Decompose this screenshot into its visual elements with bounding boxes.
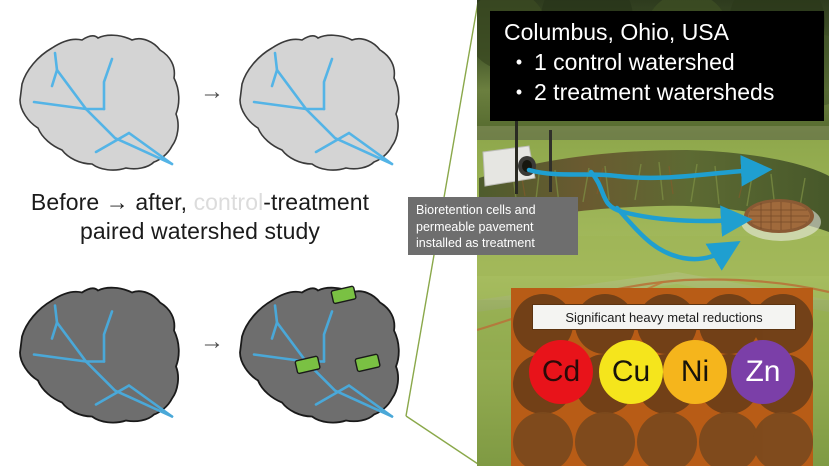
bullet-text: 2 treatment watersheds — [534, 79, 775, 105]
metal-symbol: Cd — [541, 355, 581, 388]
heavy-metal-results-panel: Significant heavy metal reductions Cd Cu… — [511, 288, 813, 466]
watershed-outline — [239, 34, 400, 171]
metal-symbol: Cu — [611, 355, 651, 388]
arrow-top: → — [200, 78, 224, 105]
watershed-outline — [19, 34, 180, 171]
metal-badge-zn: Zn — [731, 340, 795, 404]
location-info-box: Columbus, Ohio, USA • 1 control watershe… — [490, 11, 824, 121]
location-bullet-item: • 2 treatment watersheds — [504, 77, 814, 107]
metal-badge-cu: Cu — [599, 340, 663, 404]
watershed-bottom-left — [19, 286, 180, 424]
metal-symbol: Ni — [680, 355, 710, 388]
caption-line2: paired watershed study — [79, 218, 320, 244]
diagram-caption: Before → after, control-treatment paired… — [0, 188, 400, 246]
metal-badge-ni: Ni — [663, 340, 727, 404]
location-title: Columbus, Ohio, USA — [504, 19, 729, 45]
caption-before: Before → after, — [30, 189, 194, 215]
flow-arrow-3 — [614, 205, 741, 271]
watershed-outline — [19, 286, 180, 424]
treatment-cell — [330, 285, 357, 305]
bullet-text: 1 control watershed — [534, 49, 735, 75]
treatment-cell — [294, 355, 321, 375]
callout-line: installed as treatment — [416, 236, 535, 250]
watershed-top-right — [239, 34, 400, 171]
stream-network — [32, 304, 174, 418]
bullet-icon: • — [515, 82, 523, 102]
stream-network — [252, 51, 394, 166]
location-bullet-item: • 1 control watershed — [504, 47, 814, 77]
flow-arrows — [526, 155, 773, 271]
stream-network — [32, 51, 174, 166]
arrow-bottom: → — [200, 328, 224, 355]
flow-arrow-1 — [526, 155, 773, 187]
metal-badge-cd: Cd — [529, 340, 593, 404]
callout-line: Bioretention cells and — [416, 203, 536, 217]
zoom-line-lower — [405, 415, 479, 465]
watershed-outline — [239, 286, 400, 424]
treatment-cells — [294, 285, 381, 375]
treatment-callout-box: Bioretention cells and permeable pavemen… — [408, 197, 578, 255]
callout-line: permeable pavement — [416, 219, 534, 234]
watershed-bottom-right — [239, 285, 400, 424]
watershed-top-left — [19, 34, 180, 171]
bullet-icon: • — [515, 52, 523, 72]
treatment-cell — [354, 353, 381, 373]
results-label: Significant heavy metal reductions — [532, 304, 796, 330]
caption-after: -treatment — [263, 189, 370, 215]
metal-symbol: Zn — [745, 355, 781, 388]
caption-control-word: control — [193, 189, 264, 215]
